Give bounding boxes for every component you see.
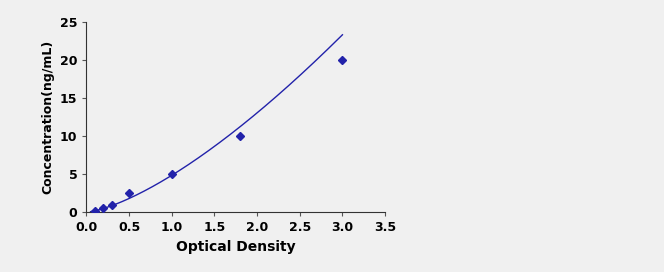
X-axis label: Optical Density: Optical Density xyxy=(176,240,295,254)
Y-axis label: Concentration(ng/mL): Concentration(ng/mL) xyxy=(41,40,54,194)
